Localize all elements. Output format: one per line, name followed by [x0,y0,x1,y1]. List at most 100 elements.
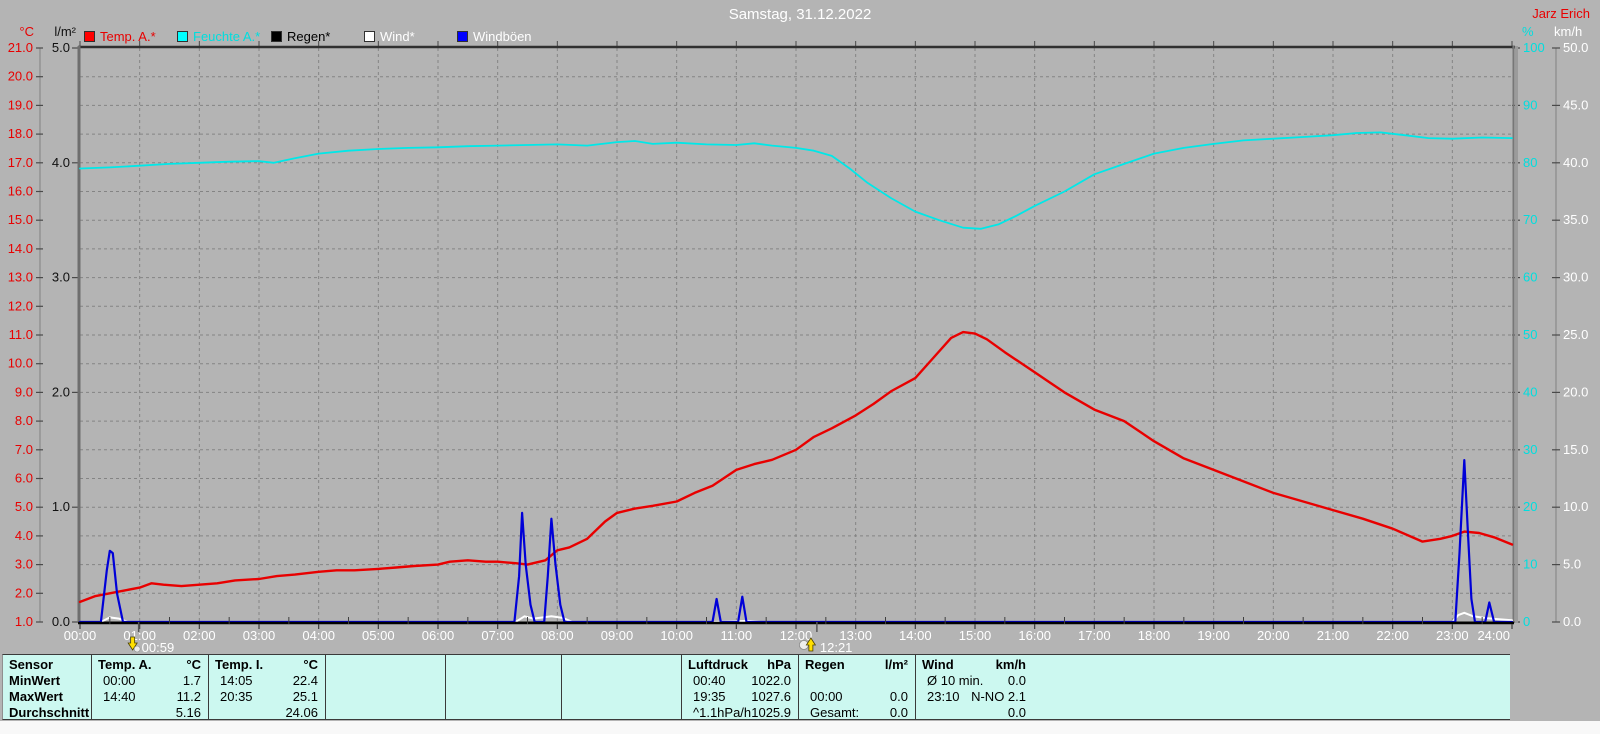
table-col-header: Temp. A. [98,657,152,672]
temp-swatch-icon [84,31,95,42]
temp-tick-label: 2.0 [15,585,33,600]
x-tick-label: 08:00 [541,628,574,643]
temp-tick-label: 5.0 [15,499,33,514]
series-wind-line [78,459,1514,624]
table-cell-value: 0.0 [1007,673,1026,688]
temp-tick-label: 1.0 [15,614,33,629]
legend-label-humidity: Feuchte A.* [193,29,261,44]
table-cell-value: 1022.0 [751,673,791,688]
table-col-header: Wind [922,657,954,672]
temp-tick-label: 8.0 [15,413,33,428]
x-tick-label: 17:00 [1078,628,1111,643]
table-cell-value: 22.4 [292,673,318,688]
axis-unit-rain: l/m² [54,24,76,39]
x-tick-label: 15:00 [959,628,992,643]
axis-unit-humidity: % [1522,24,1534,39]
windspeed-tick-label: 25.0 [1563,327,1588,342]
x-tick-label: 09:00 [601,628,634,643]
windspeed-tick-label: 30.0 [1563,270,1588,285]
table-col-unit: hPa [767,657,791,672]
temp-tick-label: 10.0 [8,356,33,371]
windspeed-tick-label: 45.0 [1563,97,1588,112]
x-tick-label: 20:00 [1257,628,1290,643]
legend-item-wind: Wind* [364,29,415,44]
x-tick-label: 24:00 [1477,628,1510,643]
rain-tick-label: 1.0 [52,499,70,514]
table-cell-value: 24.06 [285,705,318,720]
table-column-separator [445,655,446,719]
x-tick-label: 22:00 [1376,628,1409,643]
temp-tick-label: 18.0 [8,126,33,141]
humidity-tick-label: 20 [1523,499,1537,514]
table-col-unit: km/h [995,657,1026,672]
temp-tick-label: 20.0 [8,69,33,84]
x-tick-label: 14:00 [899,628,932,643]
axis-unit-wind: km/h [1554,24,1583,39]
humidity-tick-label: 100 [1523,40,1545,55]
wind-swatch-icon [364,31,375,42]
table-row-label: MinWert [9,673,61,688]
rain-tick-label: 2.0 [52,384,70,399]
x-tick-label: 07:00 [481,628,514,643]
temp-tick-label: 17.0 [8,155,33,170]
table-row-label: MaxWert [9,689,63,704]
gusts-swatch-icon [457,31,468,42]
table-cell-value: 0.0 [1007,705,1026,720]
table-cell-time: Gesamt: [810,705,860,720]
table-cell-time: ^1.1hPa/h [693,705,752,720]
table-column-separator [798,655,799,719]
table-cell-value: 0.0 [889,705,908,720]
humidity-tick-label: 70 [1523,212,1537,227]
moonset-icon [127,636,138,651]
humidity-swatch-icon [177,31,188,42]
table-column-separator [91,655,92,719]
temp-tick-label: 16.0 [8,184,33,199]
temp-tick-label: 9.0 [15,384,33,399]
moonrise-icon [805,637,817,652]
table-row-label: Sensor [9,657,54,672]
page-title: Samstag, 31.12.2022 [728,6,872,23]
legend-item-gusts: Windböen [457,29,532,44]
legend-item-humidity: Feuchte A.* [177,29,260,44]
humidity-tick-label: 40 [1523,384,1537,399]
table-cell-value: 0.0 [889,689,908,704]
table-cell-time: Ø 10 min. [927,673,984,688]
table-cell-value: 1.7 [182,673,201,688]
x-tick-label: 23:00 [1436,628,1469,643]
legend-label-temp: Temp. A.* [100,29,156,44]
moon-icon [133,645,141,653]
temp-tick-label: 15.0 [8,212,33,227]
series-humidity-line [79,131,1513,230]
table-col-unit: l/m² [884,657,908,672]
x-tick-label: 11:00 [721,628,753,643]
x-tick-label: 03:00 [243,628,276,643]
humidity-tick-label: 80 [1523,155,1537,170]
table-cell-time: 00:00 [810,689,843,704]
sensor-info-table: Sensor MinWert MaxWert Durchschnitt Temp. A.… [2,654,1510,720]
legend-item-rain: Regen* [271,29,330,44]
table-cell-value: 1027.6 [751,689,791,704]
marker-time-label: 00:59 [142,640,175,655]
windspeed-tick-label: 40.0 [1563,155,1588,170]
x-tick-label: 10:00 [660,628,693,643]
windspeed-tick-label: 50.0 [1563,40,1588,55]
legend-label-rain: Regen* [287,29,331,44]
temp-tick-label: 4.0 [15,528,33,543]
table-column-separator [561,655,562,719]
rain-swatch-icon [271,31,282,42]
x-tick-label: 06:00 [422,628,455,643]
table-column-separator [681,655,682,719]
weather-day-chart: 1.0 2.0 3.0 4.0 5.0 6.0 7.0 8.0 9.0 10.0 11.0 12.0 1… [8,40,1589,655]
axis-unit-temp: °C [19,24,34,39]
x-tick-label: 00:00 [64,628,97,643]
table-cell-time: 14:40 [103,689,136,704]
x-tick-label: 02:00 [183,628,216,643]
table-row-label: Durchschnitt [9,705,90,720]
marker-time-label: 12:21 [820,640,853,655]
temp-tick-label: 12.0 [8,298,33,313]
windspeed-tick-label: 35.0 [1563,212,1588,227]
table-col-header: Temp. I. [215,657,264,672]
table-cell-time: 23:10 [927,689,960,704]
windspeed-tick-label: 0.0 [1563,614,1581,629]
humidity-tick-label: 10 [1523,557,1537,572]
